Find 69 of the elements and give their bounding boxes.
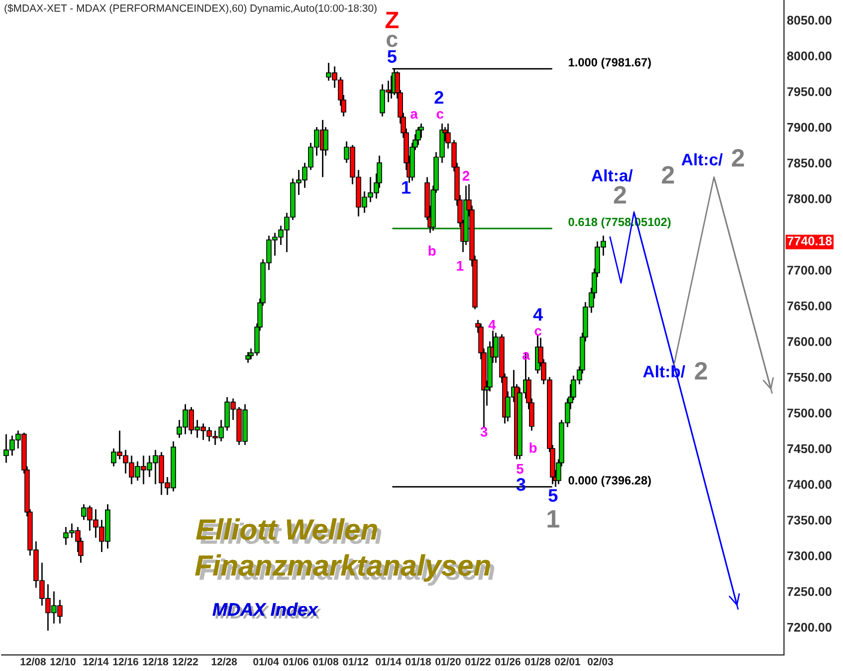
annotation: 1: [548, 510, 560, 528]
y-tick-label: 7700.00: [787, 266, 832, 275]
annotation: 5: [548, 489, 558, 502]
annotation: b: [530, 442, 537, 453]
x-tick-label: 02/03: [588, 658, 614, 666]
y-tick-label: 7550.00: [787, 372, 832, 382]
x-tick-label: 12/08: [20, 658, 46, 666]
x-tick-label: 01/08: [313, 658, 338, 666]
y-tick-label: 7350.00: [787, 516, 832, 525]
annotation: 2: [662, 166, 674, 184]
y-tick-label: 8050.00: [787, 16, 832, 25]
x-tick-label: 01/28: [525, 658, 550, 666]
annotation: 5: [516, 464, 524, 474]
annotation: 2: [732, 149, 744, 166]
y-tick-label: 7500.00: [787, 408, 832, 418]
x-tick-label: 01/18: [406, 658, 431, 666]
annotation: 1: [402, 181, 411, 194]
annotation: 2: [694, 362, 707, 380]
annotation: a: [410, 111, 418, 119]
y-tick-label: 7400.00: [787, 480, 832, 489]
annotation: 4: [533, 308, 543, 321]
annotation: c: [436, 111, 444, 119]
annotation: MDAX Index: [212, 602, 322, 619]
x-tick-label: 12/22: [172, 658, 198, 666]
x-tick-label: 12/16: [113, 658, 138, 666]
x-tick-label: 12/10: [50, 658, 76, 666]
annotation: 1: [457, 261, 464, 271]
y-tick-label: 8000.00: [787, 52, 832, 60]
y-tick-label: 7250.00: [787, 587, 832, 596]
y-tick-label: 7950.00: [787, 87, 832, 96]
x-tick-label: 01/22: [465, 658, 491, 666]
x-tick-label: 01/20: [435, 658, 461, 666]
y-tick-label: 7850.00: [787, 158, 832, 168]
y-tick-label: 7300.00: [787, 551, 832, 560]
annotation: c: [534, 328, 542, 336]
annotation: 3: [480, 426, 488, 437]
x-tick-label: 01/26: [495, 658, 520, 666]
y-tick-label: 7800.00: [787, 194, 832, 204]
y-tick-label: 7200.00: [787, 622, 832, 632]
candlestick: [245, 351, 251, 364]
x-tick-label: 02/01: [554, 658, 580, 666]
x-tick-label: 01/06: [283, 658, 308, 666]
x-tick-label: 01/04: [253, 658, 279, 666]
chart-title: ($MDAX-XET - MDAX (PERFORMANCEINDEX),60) Dynamic,Auto(10:00-18:30): [4, 4, 377, 14]
annotation: Alt:c/: [682, 153, 723, 166]
annotation: c: [386, 34, 398, 47]
annotation: Alt:a/: [592, 169, 633, 182]
annotation: Finanzmarktanalysen: [195, 554, 494, 586]
annotation: 4: [488, 320, 496, 330]
y-tick-label: 7900.00: [787, 122, 832, 132]
annotation: 5: [388, 50, 397, 63]
ref-line-label: 0.000 (7396.28): [568, 476, 651, 487]
annotation: Elliott Wellen: [196, 518, 382, 544]
x-tick-label: 01/14: [376, 658, 402, 666]
y-tick-label: 7650.00: [787, 301, 832, 310]
x-tick-label: 12/28: [212, 658, 237, 666]
annotation: 2: [434, 91, 444, 104]
text: 7740.18: [788, 236, 832, 246]
annotation: 2: [462, 170, 470, 181]
y-tick-label: 7450.00: [787, 444, 832, 454]
annotation: Z: [385, 12, 399, 28]
x-tick-label: 12/18: [143, 658, 168, 666]
y-tick-label: 7600.00: [787, 337, 832, 346]
x-tick-label: 01/12: [342, 658, 368, 666]
ref-line-label: 1.000 (7981.67): [568, 58, 651, 69]
annotation: b: [428, 246, 436, 256]
x-tick-label: 12/14: [83, 658, 109, 666]
annotation: 2: [614, 186, 626, 204]
candlestick: [416, 126, 421, 146]
